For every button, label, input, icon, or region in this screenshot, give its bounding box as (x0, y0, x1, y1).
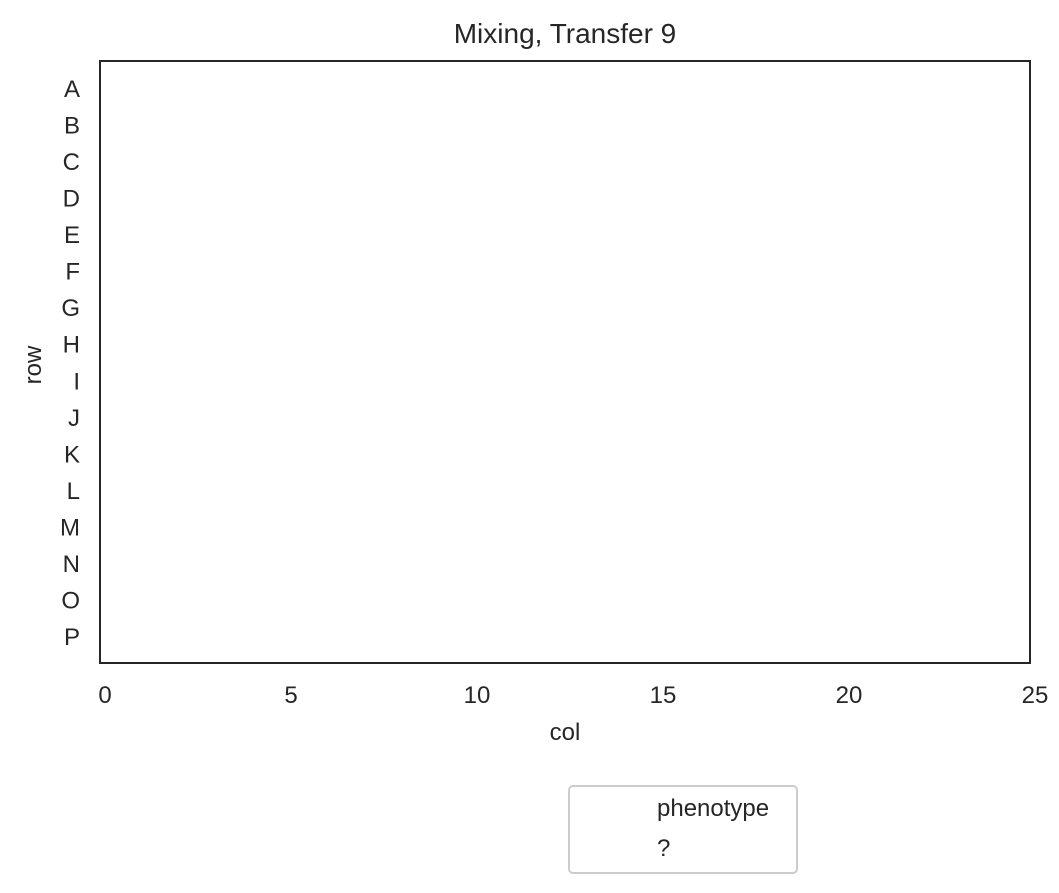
y-tick-label: C (63, 149, 80, 176)
x-tick-label: 10 (464, 682, 491, 709)
legend-entry-phenotype: phenotype (657, 795, 769, 822)
x-tick-label: 25 (1022, 682, 1049, 709)
plot-area (99, 60, 1031, 664)
x-tick-label: 15 (650, 682, 677, 709)
y-tick-label: O (61, 587, 80, 614)
y-tick-label: N (63, 551, 80, 578)
y-tick-label: G (61, 295, 80, 322)
chart-title: Mixing, Transfer 9 (454, 18, 677, 49)
y-tick-label: K (64, 441, 80, 468)
y-tick-label: M (60, 514, 80, 541)
y-tick-label: A (64, 76, 80, 103)
x-axis-label: col (550, 719, 581, 746)
x-tick-label: 0 (98, 682, 111, 709)
y-tick-label: H (63, 332, 80, 359)
y-axis-label: row (20, 345, 47, 384)
legend-entry-unknown: ? (657, 835, 670, 862)
y-tick-label: J (68, 405, 80, 432)
y-tick-label: F (65, 259, 80, 286)
legend: phenotype ? (568, 785, 798, 874)
y-tick-label: D (63, 186, 80, 213)
x-tick-label: 5 (284, 682, 297, 709)
y-tick-label: I (73, 368, 80, 395)
y-tick-label: B (64, 113, 80, 140)
x-axis-ticks: 0 5 10 15 20 25 (98, 682, 1048, 709)
y-tick-label: L (67, 478, 80, 505)
y-tick-label: E (64, 222, 80, 249)
y-tick-label: P (64, 624, 80, 651)
x-tick-label: 20 (836, 682, 863, 709)
legend-box (568, 785, 798, 874)
